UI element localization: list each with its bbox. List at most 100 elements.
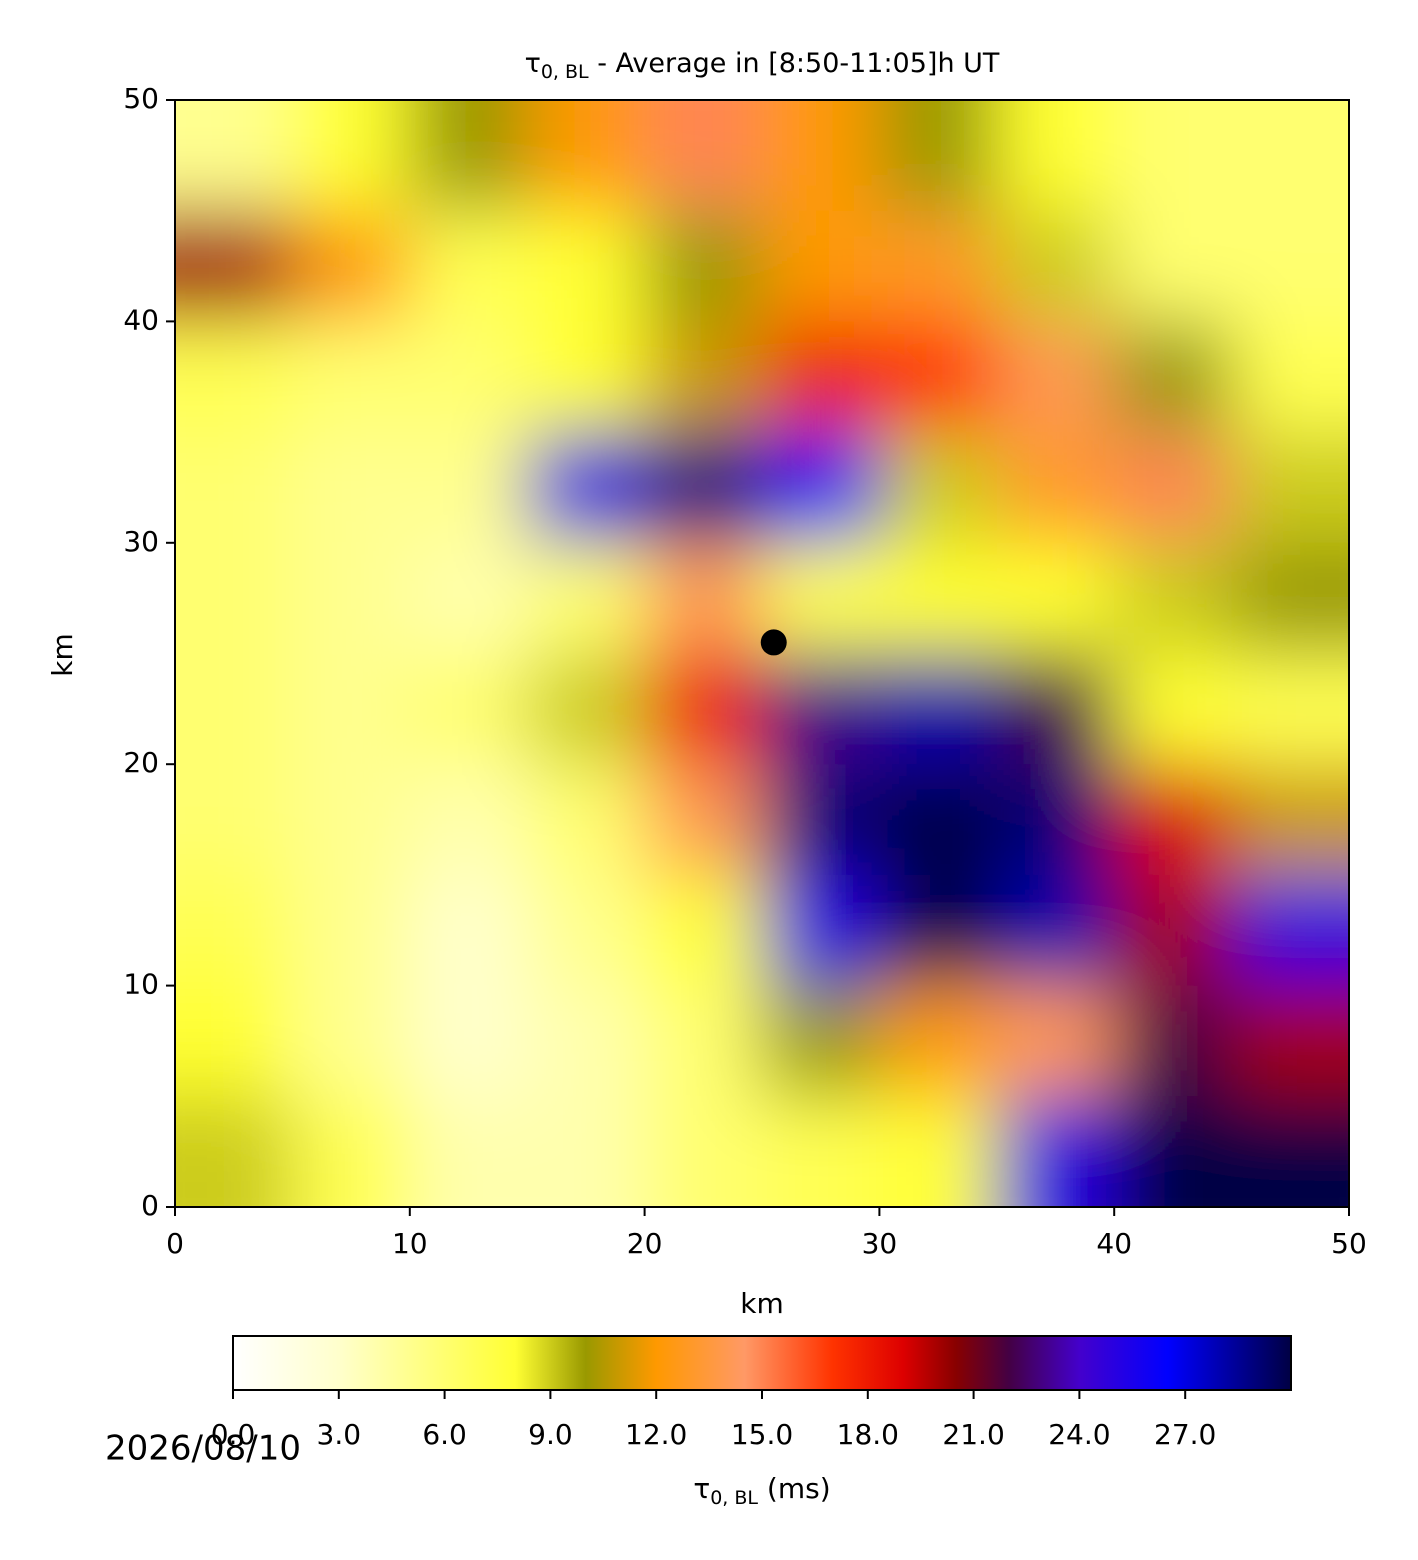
cell: [527, 432, 646, 544]
cell: [292, 321, 411, 434]
cell: [644, 542, 763, 655]
cell: [879, 1096, 998, 1207]
cell: [644, 764, 763, 876]
cb-label-text: (ms): [758, 1472, 831, 1505]
cell: [879, 100, 998, 212]
cells: [175, 100, 1349, 1207]
cell: [1231, 874, 1349, 987]
cell: [292, 100, 411, 212]
cell: [527, 653, 646, 766]
cell: [996, 432, 1116, 544]
cell: [644, 874, 763, 987]
cell: [762, 210, 881, 323]
y-tick-label: 10: [123, 968, 159, 1001]
colorbar-tick-label: 15.0: [731, 1418, 793, 1451]
cell: [1114, 764, 1233, 876]
cell: [527, 985, 646, 1098]
cell: [1114, 653, 1233, 766]
title-text: - Average in [8:50-11:05]h UT: [589, 48, 1000, 79]
cell: [996, 210, 1116, 323]
title-subscript: 0, BL: [541, 61, 589, 83]
cell: [879, 542, 998, 655]
cell: [527, 1096, 646, 1207]
colorbar-label: τ0, BL (ms): [693, 1472, 830, 1509]
date: 2026/08/10: [105, 1429, 301, 1469]
y-tick-label: 40: [123, 303, 159, 336]
plot-frame: [174, 99, 1350, 1208]
cell: [292, 432, 411, 544]
x-tick-label: 10: [392, 1227, 428, 1260]
title-symbol: τ: [525, 48, 541, 79]
cell: [527, 210, 646, 323]
x-tick-label: 0: [166, 1227, 184, 1260]
cell: [644, 653, 763, 766]
cell: [644, 210, 763, 323]
colorbar-tick-label: 9.0: [528, 1418, 573, 1451]
cell: [996, 764, 1116, 876]
colorbar-tick-label: 3.0: [317, 1418, 362, 1451]
cell: [879, 874, 998, 987]
y-tick-label: 30: [123, 525, 159, 558]
colorbar-tick-label: 12.0: [625, 1418, 687, 1451]
cell: [879, 321, 998, 434]
cell: [292, 653, 411, 766]
chart-title: τ0, BL - Average in [8:50-11:05]h UT: [525, 48, 1000, 83]
cell: [1231, 432, 1349, 544]
x-axis-label: km: [740, 1287, 784, 1320]
cell: [175, 653, 294, 766]
cell: [409, 432, 529, 544]
colorbar-tick-label: 18.0: [837, 1418, 899, 1451]
cell: [292, 1096, 411, 1207]
cell: [879, 985, 998, 1098]
cell: [762, 1096, 881, 1207]
cell: [996, 874, 1116, 987]
cell: [527, 100, 646, 212]
cell: [409, 874, 529, 987]
cell: [1231, 210, 1349, 323]
cell: [175, 542, 294, 655]
cell: [175, 985, 294, 1098]
cell: [1114, 100, 1233, 212]
cell: [762, 985, 881, 1098]
colorbar-tick-label: 24.0: [1048, 1418, 1110, 1451]
cell: [644, 985, 763, 1098]
cell: [644, 432, 763, 544]
cell: [175, 432, 294, 544]
x-tick-label: 50: [1331, 1227, 1367, 1260]
cell: [644, 100, 763, 212]
cell: [996, 100, 1116, 212]
x-tick-label: 40: [1096, 1227, 1132, 1260]
cell: [409, 764, 529, 876]
cell: [409, 321, 529, 434]
colorbar-tick-label: 27.0: [1154, 1418, 1216, 1451]
cell: [1114, 985, 1233, 1098]
cell: [879, 432, 998, 544]
cell: [175, 764, 294, 876]
x-tick-label: 20: [627, 1227, 663, 1260]
cell: [527, 764, 646, 876]
cell: [1231, 321, 1349, 434]
cell: [1231, 100, 1349, 212]
colorbar-tick-label: 6.0: [422, 1418, 467, 1451]
y-tick-label: 20: [123, 746, 159, 779]
cell: [996, 653, 1116, 766]
cell: [292, 764, 411, 876]
cell: [1114, 874, 1233, 987]
cell: [1231, 653, 1349, 766]
cell: [879, 210, 998, 323]
cell: [1114, 1096, 1233, 1207]
cell: [762, 764, 881, 876]
cell: [409, 542, 529, 655]
cell: [175, 874, 294, 987]
cell: [996, 542, 1116, 655]
cell: [527, 542, 646, 655]
cell: [996, 321, 1116, 434]
cell: [644, 1096, 763, 1207]
cell: [409, 100, 529, 212]
y-tick-label: 50: [123, 82, 159, 115]
cell: [1231, 764, 1349, 876]
cell: [1231, 985, 1349, 1098]
cell: [1231, 1096, 1349, 1207]
cell: [1114, 542, 1233, 655]
